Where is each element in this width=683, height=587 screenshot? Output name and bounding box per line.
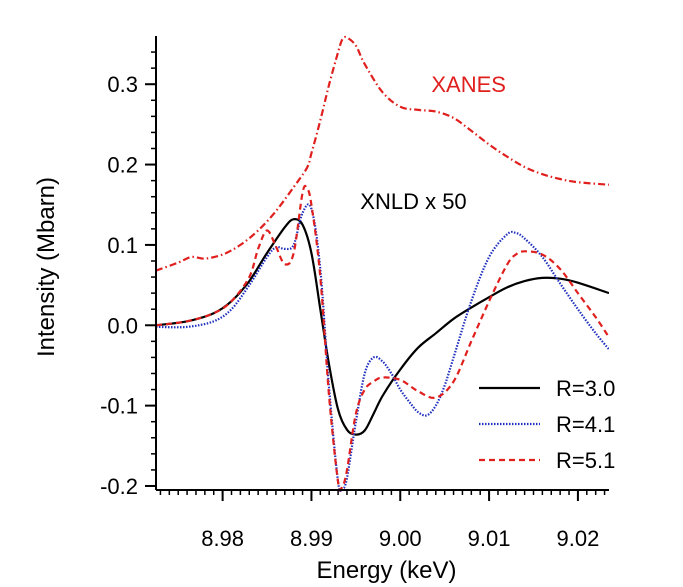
legend-label: R=5.1 (556, 448, 615, 473)
x-tick-label: 9.01 (468, 526, 511, 551)
y-tick-label: 0.1 (107, 233, 138, 258)
x-tick-label: 9.02 (556, 526, 599, 551)
xnld-r3-0-line (156, 217, 609, 436)
xnld-r4-1-line (156, 203, 609, 492)
legend-label: R=3.0 (556, 376, 615, 401)
legend: R=3.0 R=4.1 R=5.1 (479, 376, 615, 473)
xnld-annotation: XNLD x 50 (360, 189, 466, 214)
y-tick-label: 0.2 (107, 153, 138, 178)
x-axis-title: Energy (keV) (316, 557, 456, 584)
y-tick-label: 0.3 (107, 72, 138, 97)
axes: 0.3 0.2 0.1 0.0 -0.1 -0.2 8.98 8.99 9.00 9.01 9.02… (33, 36, 609, 584)
legend-label: R=4.1 (556, 412, 615, 437)
xanes-annotation: XANES (431, 72, 506, 97)
y-axis-title: Intensity (Mbarn) (33, 177, 60, 357)
plot-area (156, 35, 609, 492)
xanes-line (156, 35, 609, 272)
x-tick-label: 9.00 (379, 526, 422, 551)
x-tick-label: 8.98 (201, 526, 244, 551)
annotations: XANES XNLD x 50 (360, 72, 506, 214)
y-tick-label: -0.1 (100, 394, 138, 419)
x-tick-label: 8.99 (290, 526, 333, 551)
y-tick-label: 0.0 (107, 313, 138, 338)
xnld-r5-1-line (156, 184, 609, 492)
y-tick-label: -0.2 (100, 474, 138, 499)
